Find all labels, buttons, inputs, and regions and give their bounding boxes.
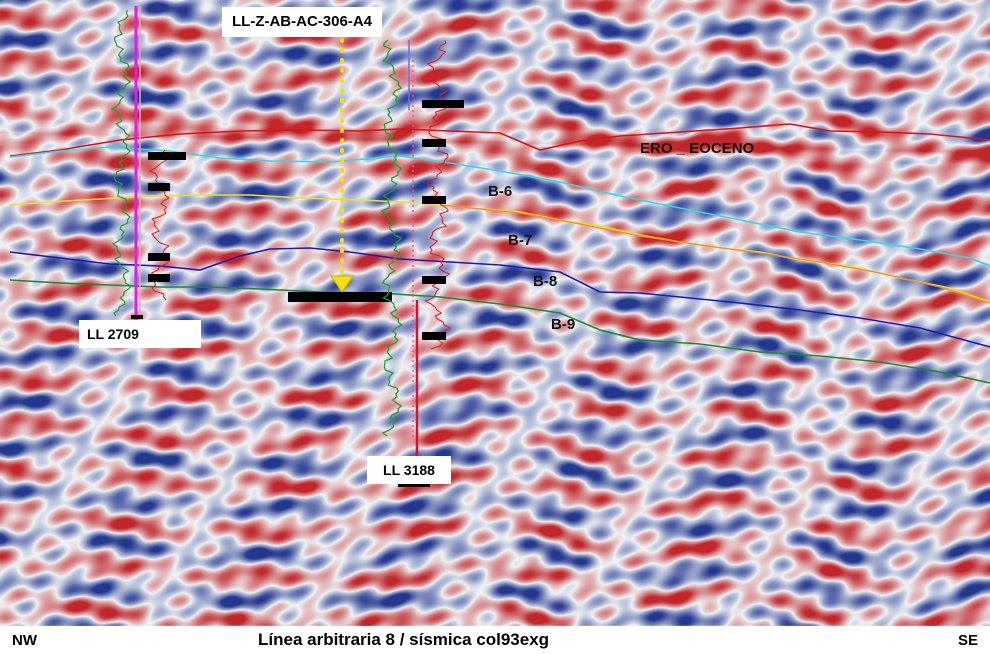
horizon-b8-label: B-8 <box>533 273 557 290</box>
horizon-b9-label: B-9 <box>551 316 575 333</box>
well-ll-3188-gamma-log <box>382 40 402 436</box>
well-ll-2709-label: LL 2709 <box>79 320 201 348</box>
horizon-b6-line <box>10 147 990 266</box>
well-tag <box>148 253 170 261</box>
well-ll-2709-bottom-marker <box>131 315 143 319</box>
well-tag <box>422 332 446 340</box>
target-label-box <box>288 292 392 302</box>
direction-right-label: SE <box>958 632 978 649</box>
well-ll-3188-resistivity-log <box>425 40 450 349</box>
well-ll-3188-label: LL 3188 <box>367 456 451 484</box>
well-tag <box>422 139 446 147</box>
well-tag <box>422 100 464 108</box>
planned-well-target-marker <box>331 276 353 292</box>
well-tag <box>148 183 170 191</box>
well-ll-2709-gamma-log <box>112 10 131 316</box>
section-line-label: LL-Z-AB-AC-306-A4 <box>222 7 382 37</box>
horizon-b7-orange-line <box>440 205 990 303</box>
horizon-ero-eoceno-label: ERO _ EOCENO <box>640 140 754 157</box>
well-tag <box>148 274 170 282</box>
well-tag <box>422 276 446 284</box>
well-tag <box>148 152 186 160</box>
horizon-b6-label: B-6 <box>488 183 512 200</box>
horizon-b7-label: B-7 <box>508 232 532 249</box>
direction-left-label: NW <box>12 632 37 649</box>
section-caption: Línea arbitraria 8 / sísmica col93exg <box>258 630 549 650</box>
well-ll-3188-scale-bar <box>398 484 430 487</box>
well-tag <box>422 196 446 204</box>
